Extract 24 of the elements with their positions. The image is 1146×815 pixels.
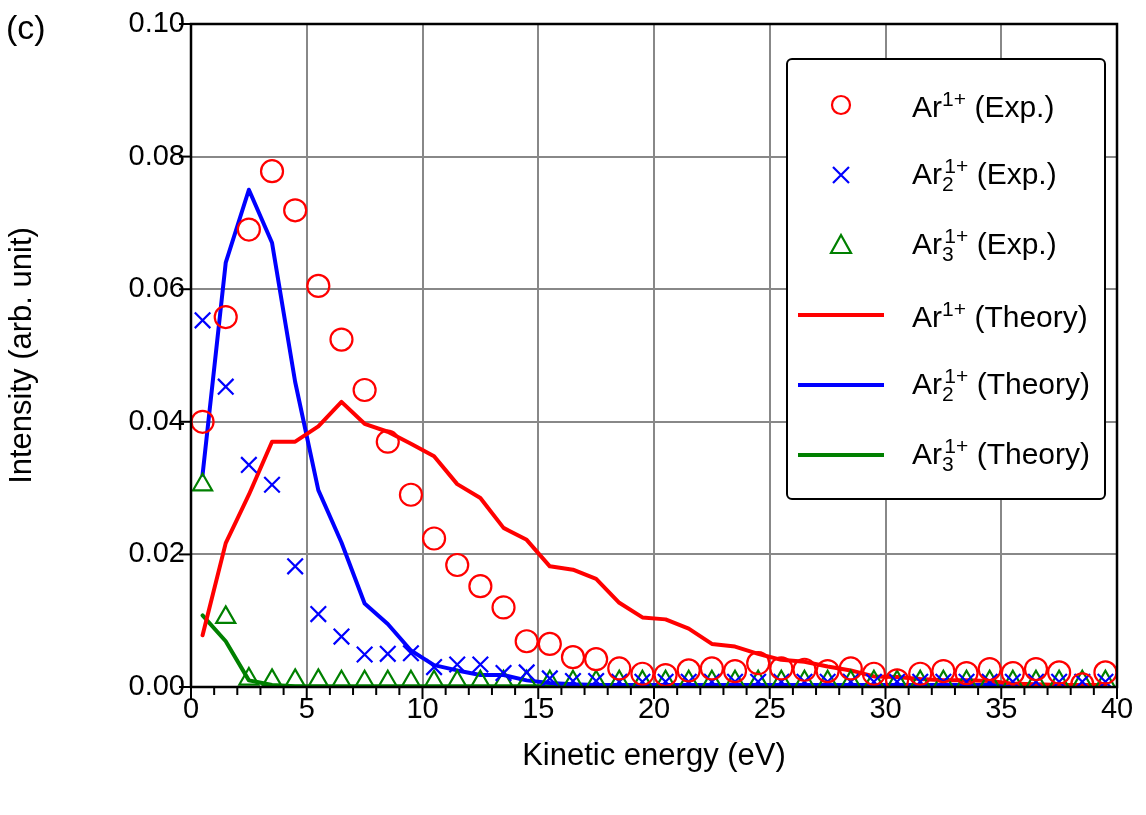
legend-label: Ar$_{2}$$^{1+}$ (Theory) [912,364,1090,406]
x-tick-label: 30 [869,692,902,725]
legend-label: Ar$_{3}$$^{1+}$ (Theory) [912,434,1090,476]
x-tick-label: 20 [637,692,671,725]
legend-label: Ar$_{3}$$^{1+}$ (Exp.) [912,224,1057,266]
y-tick-label: 0.06 [128,271,185,304]
y-tick-label: 0.10 [128,6,185,38]
y-axis-title: Intensity (arb. unit) [3,227,39,484]
x-tick-label: 25 [753,692,786,725]
y-tick-label: 0.00 [128,669,185,701]
y-tick-label: 0.02 [128,536,185,569]
x-tick-label: 40 [1100,692,1134,725]
y-tick-label: 0.04 [128,403,185,436]
legend-label: Ar$_{2}$$^{1+}$ (Exp.) [912,154,1057,196]
x-tick-label: 10 [406,692,439,725]
legend-label: Ar$^{1+}$ (Exp.) [912,86,1055,124]
legend-label: Ar$^{1+}$ (Theory) [912,296,1088,334]
x-tick-label: 0 [182,692,200,725]
x-tick-label: 5 [298,692,315,725]
x-tick-label: 35 [985,692,1018,725]
y-tick-label: 0.08 [128,138,185,171]
x-tick-label: 15 [522,692,555,725]
x-axis-title: Kinetic energy (eV) [522,736,786,772]
text: (c) [6,8,46,47]
